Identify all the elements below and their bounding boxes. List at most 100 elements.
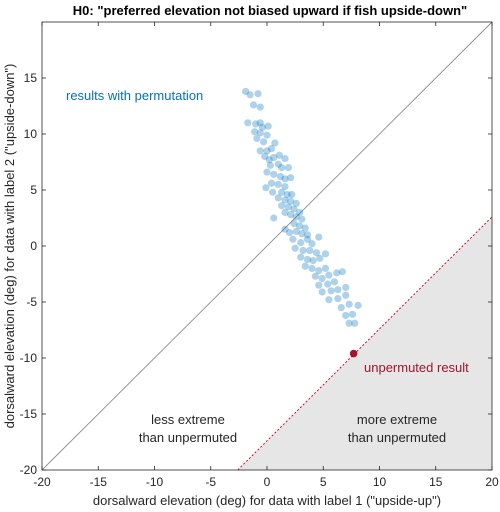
permutation-point <box>263 147 271 155</box>
permutation-point <box>278 202 286 210</box>
permutation-point <box>265 156 273 164</box>
permutation-point <box>278 164 286 172</box>
permutation-point <box>283 190 291 199</box>
permutation-point <box>287 174 295 182</box>
y-tick-label: -15 <box>20 407 38 421</box>
permutation-point <box>288 190 296 199</box>
permutation-point <box>281 225 289 233</box>
permutation-point <box>316 254 324 262</box>
permutation-point <box>342 283 350 292</box>
permutation-point <box>354 301 362 309</box>
permutation-point <box>296 222 304 230</box>
permutation-point <box>298 215 306 223</box>
permutation-point <box>334 286 342 294</box>
x-tick-label: 10 <box>373 475 387 489</box>
plot-area <box>41 21 493 471</box>
permutation-point <box>262 184 270 192</box>
permutation-point <box>292 213 300 221</box>
y-tick-label: 15 <box>24 71 38 85</box>
annotation-more-extreme-line2: than unpermuted <box>348 430 446 445</box>
permutation-point <box>308 264 316 272</box>
permutation-point <box>263 168 271 176</box>
permutation-point <box>325 296 333 304</box>
permutation-point <box>327 287 335 295</box>
permutation-point <box>324 280 332 288</box>
permutation-point <box>270 214 278 222</box>
x-tick-label: -15 <box>90 475 108 489</box>
permutation-point <box>308 240 316 248</box>
permutation-point <box>253 134 261 143</box>
permutation-point <box>333 269 341 277</box>
permutation-point <box>254 90 262 98</box>
permutation-point <box>289 235 297 243</box>
permutation-point <box>292 227 300 236</box>
permutation-point <box>303 235 312 243</box>
permutation-point <box>266 161 274 169</box>
x-axis-ticks: -20 -15 -10 -5 0 5 10 15 20 <box>33 22 499 489</box>
permutation-point <box>258 123 267 131</box>
permutation-point <box>281 175 289 183</box>
x-tick-label: 0 <box>264 475 271 489</box>
permutation-point <box>274 180 282 188</box>
y-axis-label: dorsalward elevation (deg) for data with… <box>2 64 17 429</box>
permutation-point <box>278 188 286 196</box>
annotation-less-extreme-line2: than unpermuted <box>139 430 237 445</box>
permutation-point <box>301 262 309 270</box>
permutation-point <box>284 203 292 211</box>
permutation-point <box>252 120 260 128</box>
permutation-point <box>298 230 306 238</box>
x-tick-label: -5 <box>205 475 216 489</box>
permutation-point <box>348 310 357 318</box>
identity-line <box>42 22 492 470</box>
permutation-point <box>276 172 285 181</box>
permutation-point <box>256 119 264 127</box>
permutation-point <box>287 211 295 219</box>
annotation-more-extreme-line1: more extreme <box>357 412 437 427</box>
x-axis-label: dorsalward elevation (deg) for data with… <box>93 493 441 508</box>
permutation-point <box>246 91 254 99</box>
permutation-point <box>325 271 333 279</box>
permutation-point <box>290 220 298 228</box>
unpermuted-point <box>349 349 358 358</box>
permutation-point <box>342 311 350 320</box>
y-tick-label: -5 <box>26 295 37 309</box>
permutation-point <box>269 188 277 196</box>
permutation-point <box>281 196 289 204</box>
permutation-point <box>249 101 258 109</box>
y-axis-ticks: -20 -15 -10 -5 0 5 10 15 <box>20 71 492 477</box>
permutation-points <box>242 87 362 327</box>
x-tick-label: 20 <box>485 475 499 489</box>
permutation-point <box>337 304 345 312</box>
permutation-point <box>334 295 342 303</box>
permutation-point <box>301 224 309 232</box>
annotation-unpermuted-result: unpermuted result <box>364 360 469 375</box>
x-tick-label: 15 <box>429 475 443 489</box>
permutation-point <box>297 253 305 261</box>
permutation-point <box>306 246 314 255</box>
permutation-point <box>342 291 350 299</box>
y-tick-label: -10 <box>20 351 38 365</box>
annotation-results-with-permutation: results with permutation <box>66 88 203 103</box>
permutation-point <box>321 250 330 258</box>
permutation-point <box>256 103 264 111</box>
permutation-point <box>281 155 289 163</box>
permutation-point <box>330 278 339 286</box>
permutation-point <box>267 144 276 153</box>
permutation-point <box>256 147 264 155</box>
permutation-point <box>244 119 252 127</box>
x-tick-label: -10 <box>146 475 164 489</box>
permutation-point <box>345 319 353 327</box>
y-tick-label: 10 <box>24 127 38 141</box>
permutation-point <box>281 183 289 191</box>
permutation-point <box>299 246 307 255</box>
permutation-point <box>261 152 269 160</box>
permutation-point <box>271 139 279 147</box>
permutation-point <box>285 228 294 237</box>
x-tick-label: 5 <box>320 475 327 489</box>
permutation-point <box>315 281 323 289</box>
permutation-point <box>267 179 276 187</box>
annotation-less-extreme-line1: less extreme <box>151 412 225 427</box>
permutation-point <box>270 153 278 162</box>
permutation-point <box>318 274 326 283</box>
permutation-point <box>274 194 282 202</box>
